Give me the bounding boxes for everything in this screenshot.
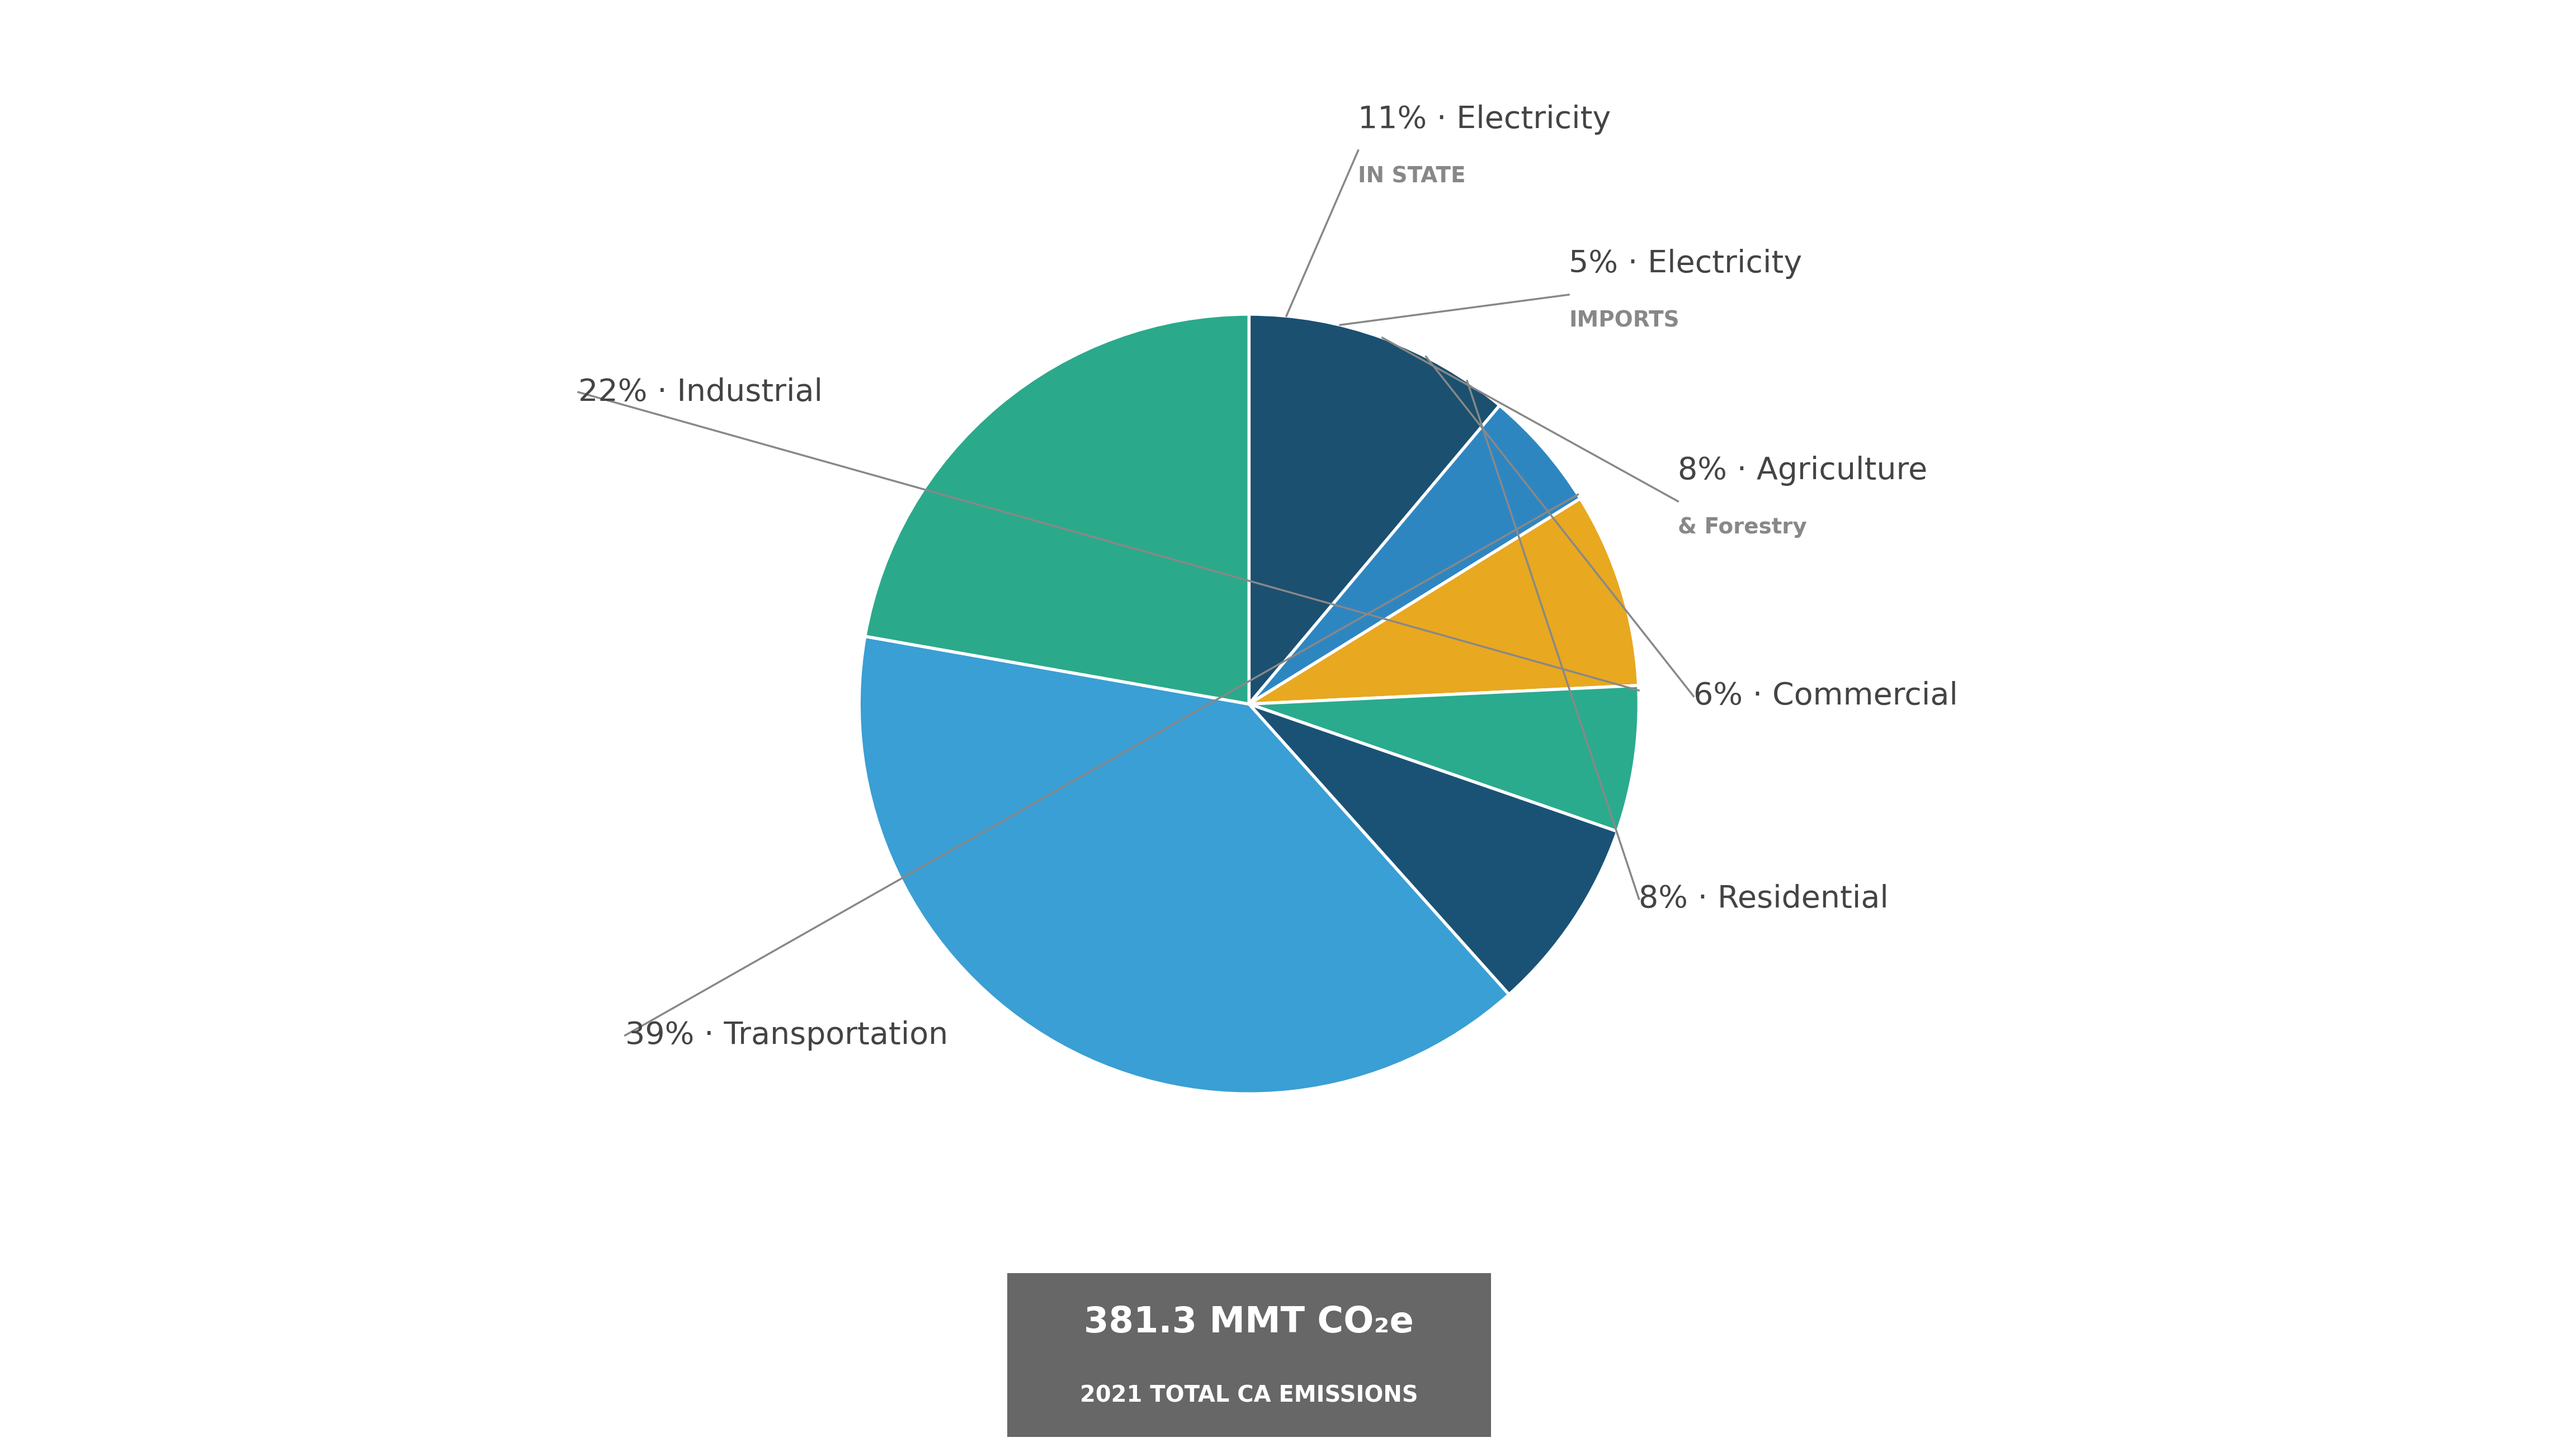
Wedge shape bbox=[866, 314, 1249, 705]
Wedge shape bbox=[1249, 498, 1638, 705]
Text: 11% · Electricity: 11% · Electricity bbox=[1358, 104, 1610, 135]
Text: 8% · Agriculture: 8% · Agriculture bbox=[1677, 456, 1927, 486]
Text: IMPORTS: IMPORTS bbox=[1569, 310, 1680, 331]
FancyBboxPatch shape bbox=[1007, 1273, 1492, 1437]
Text: 2021 TOTAL CA EMISSIONS: 2021 TOTAL CA EMISSIONS bbox=[1079, 1385, 1417, 1406]
Text: 6% · Commercial: 6% · Commercial bbox=[1692, 682, 1958, 712]
Wedge shape bbox=[1249, 314, 1499, 705]
Text: & Forestry: & Forestry bbox=[1677, 517, 1806, 538]
Text: 381.3 MMT CO₂e: 381.3 MMT CO₂e bbox=[1084, 1305, 1414, 1340]
Text: 5% · Electricity: 5% · Electricity bbox=[1569, 249, 1803, 279]
Wedge shape bbox=[1249, 405, 1579, 705]
Wedge shape bbox=[1249, 705, 1618, 994]
Text: 8% · Residential: 8% · Residential bbox=[1638, 884, 1888, 915]
Wedge shape bbox=[858, 637, 1510, 1094]
Wedge shape bbox=[1249, 686, 1638, 832]
Text: 22% · Industrial: 22% · Industrial bbox=[580, 378, 822, 407]
Text: 39% · Transportation: 39% · Transportation bbox=[626, 1020, 948, 1051]
Text: IN STATE: IN STATE bbox=[1358, 166, 1466, 187]
